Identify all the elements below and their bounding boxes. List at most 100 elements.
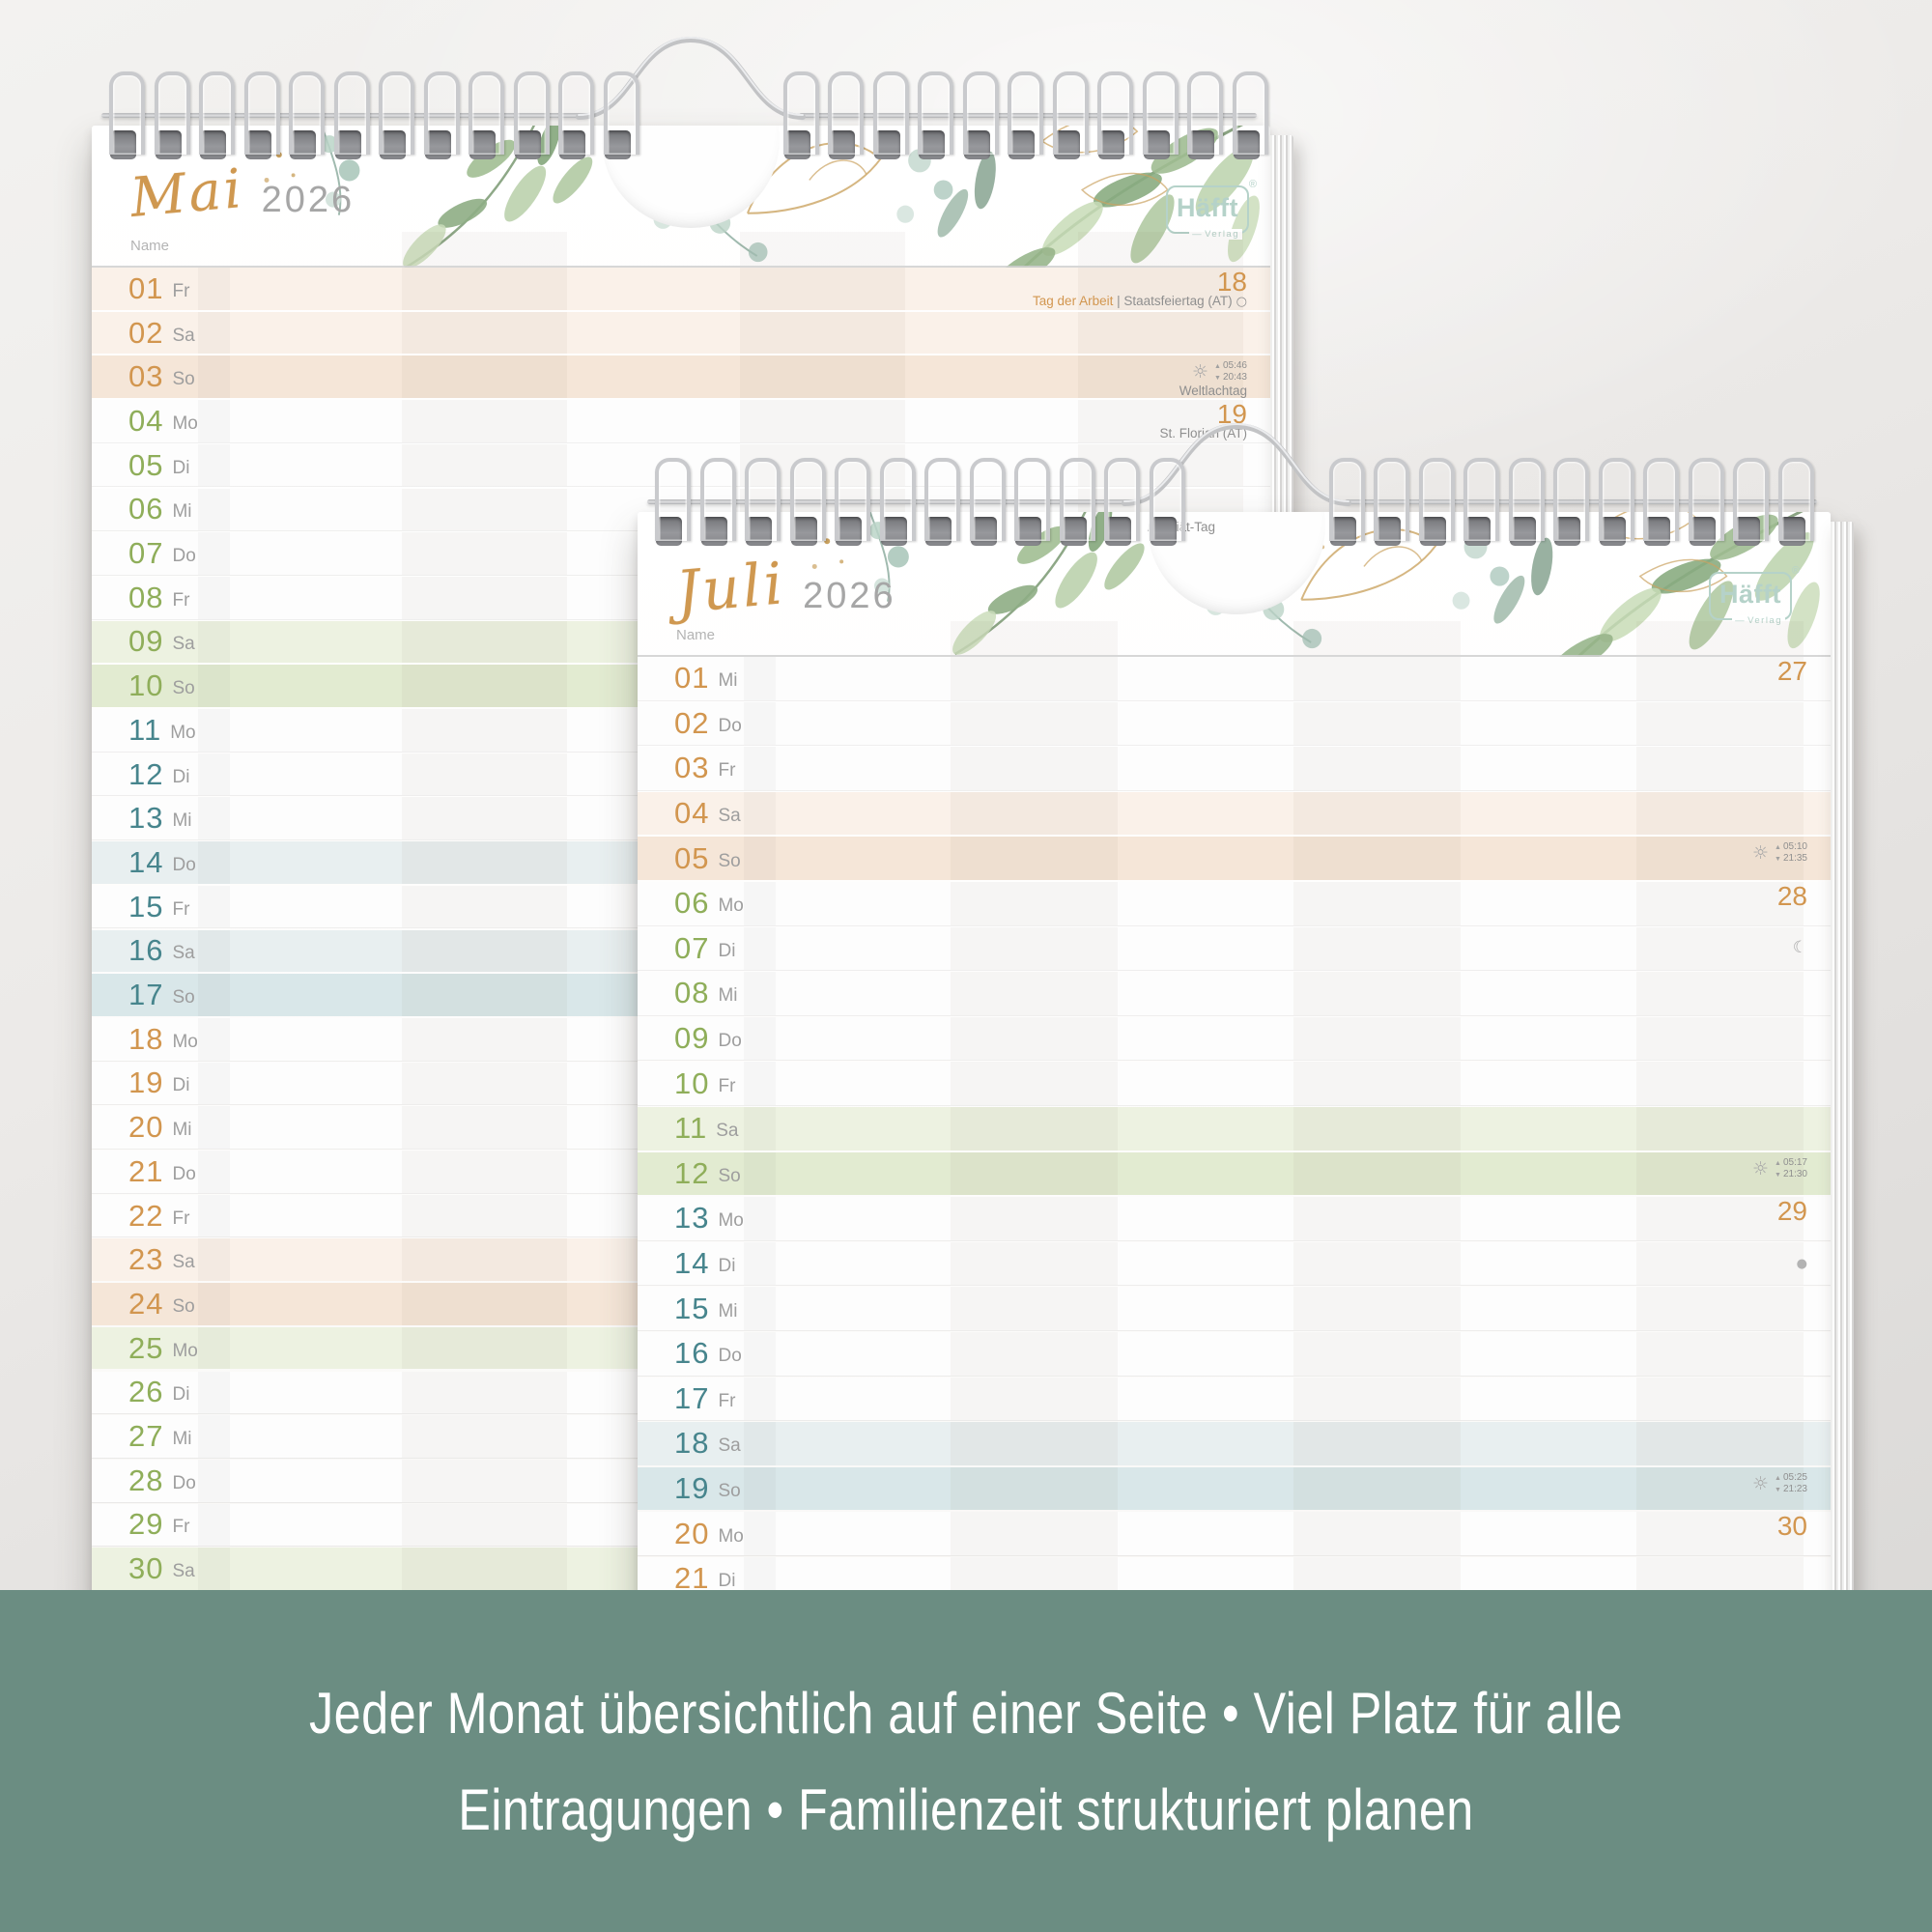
entry-cell xyxy=(950,1151,1118,1196)
date-number: 02 xyxy=(674,705,710,740)
hanger-hook-wire xyxy=(1122,422,1351,506)
entry-cell xyxy=(1635,1151,1804,1196)
day-abbreviation: Fr xyxy=(718,760,736,781)
date-number: 14 xyxy=(674,1246,710,1281)
entry-cell xyxy=(1122,1017,1290,1061)
entry-cell xyxy=(1293,1241,1461,1286)
entry-cell xyxy=(1122,1197,1290,1240)
date-number: 05 xyxy=(674,840,710,875)
entry-cell xyxy=(402,355,567,399)
entry-cell xyxy=(1464,1017,1633,1061)
sunrise-triangle-icon: ▲ xyxy=(1775,1159,1781,1167)
sticker-gutter xyxy=(198,1195,230,1237)
sticker-gutter xyxy=(198,355,230,398)
day-abbreviation: Fr xyxy=(172,1208,190,1229)
sunrise-time: ▲ 05:17 xyxy=(1775,1156,1807,1168)
entry-cell xyxy=(1293,837,1461,880)
entry-cell xyxy=(1464,1422,1633,1465)
entry-cell xyxy=(1293,1332,1461,1376)
name-header-row: Name xyxy=(638,621,1831,657)
entry-cell xyxy=(402,620,567,664)
entry-cell xyxy=(1464,1062,1633,1105)
entry-cell xyxy=(909,400,1074,442)
sticker-gutter xyxy=(198,1283,230,1325)
entry-cell xyxy=(1464,702,1633,746)
sunset-time: ▼ 21:35 xyxy=(1775,853,1807,865)
date-number: 29 xyxy=(128,1507,164,1542)
row-info: ☼ ▲ 05:25 ▼ 21:23 xyxy=(1636,1467,1807,1511)
calendar-row: 11 Sa xyxy=(638,1107,1831,1151)
day-abbreviation: Mi xyxy=(172,501,192,523)
sticker-gutter xyxy=(198,1548,230,1590)
date-grid: 01 Mi 27 02 Do 03 Fr 04 Sa 05 So ☼ ▲ 05:10 ▼ 21:35 06 Mo 2… xyxy=(638,657,1831,1613)
sticker-gutter xyxy=(198,1151,230,1193)
day-abbreviation: Mi xyxy=(718,1300,738,1321)
date-cell: 30 Sa xyxy=(128,1548,195,1590)
date-cell: 27 Mi xyxy=(128,1415,192,1458)
entry-cell xyxy=(1635,1512,1804,1555)
entry-cell xyxy=(779,792,947,836)
date-number: 01 xyxy=(128,270,164,305)
entry-cell xyxy=(233,709,398,752)
sunset-triangle-icon: ▼ xyxy=(1775,1171,1781,1179)
entry-cell xyxy=(402,576,567,619)
hanger-hook-arch xyxy=(575,32,807,124)
sunset-time: ▼ 21:30 xyxy=(1775,1168,1807,1179)
entry-cell xyxy=(1464,1512,1633,1555)
page-stack-edge xyxy=(1831,522,1854,1600)
sunset-triangle-icon: ▼ xyxy=(1775,1486,1781,1493)
day-abbreviation: So xyxy=(718,850,741,871)
spiral-loop xyxy=(1643,458,1679,541)
row-info: 28 xyxy=(1636,882,1807,925)
sticker-gutter xyxy=(198,621,230,664)
entry-cell xyxy=(1635,1287,1804,1330)
day-abbreviation: Di xyxy=(172,1384,190,1406)
calendar-paper: r Anti-Diät-Tag Juli 2026 Häfft Verlag ®… xyxy=(638,512,1831,1613)
date-cell: 07 Di xyxy=(674,927,735,971)
entry-cell xyxy=(1078,268,1243,310)
entry-cell xyxy=(233,312,398,355)
entry-cell xyxy=(1122,792,1290,836)
row-info: ● xyxy=(1636,1242,1807,1286)
spiral-loop xyxy=(1598,458,1634,541)
date-number: 04 xyxy=(128,403,164,438)
day-abbreviation: Di xyxy=(718,1256,736,1277)
calendar-row: 16 Do xyxy=(638,1332,1831,1377)
date-number: 16 xyxy=(128,933,164,968)
entry-cell xyxy=(1122,1152,1290,1196)
entry-cell xyxy=(779,1332,947,1376)
entry-cell xyxy=(1635,1466,1804,1511)
entry-cell xyxy=(1293,1287,1461,1330)
day-abbreviation: Mi xyxy=(172,810,192,832)
sunrise-time: ▲ 05:46 xyxy=(1214,360,1247,372)
sticker-gutter xyxy=(744,657,776,700)
entry-cell xyxy=(233,1548,398,1590)
entry-cell xyxy=(402,400,567,442)
date-number: 06 xyxy=(674,886,710,921)
entry-cell xyxy=(1293,657,1461,700)
entry-cell xyxy=(1464,1287,1633,1330)
date-cell: 20 Mo xyxy=(674,1512,744,1555)
date-number: 10 xyxy=(128,668,164,703)
sticker-gutter xyxy=(744,1332,776,1376)
hanger-hook-arch xyxy=(1121,418,1352,510)
spiral-loop xyxy=(1553,458,1589,541)
date-number: 11 xyxy=(674,1111,708,1146)
date-number: 25 xyxy=(128,1330,164,1365)
day-abbreviation: Do xyxy=(718,1346,742,1367)
sticker-gutter xyxy=(744,792,776,836)
day-abbreviation: Di xyxy=(172,457,190,478)
sticker-gutter xyxy=(198,268,230,310)
sticker-gutter xyxy=(198,797,230,839)
date-cell: 12 Di xyxy=(128,753,189,796)
date-cell: 20 Mi xyxy=(128,1106,192,1149)
day-abbreviation: Sa xyxy=(716,1121,739,1142)
entry-cell xyxy=(233,621,398,664)
date-cell: 24 So xyxy=(128,1283,195,1325)
header-column-block xyxy=(1464,621,1633,655)
date-number: 28 xyxy=(128,1463,164,1497)
entry-cell xyxy=(233,1195,398,1237)
sticker-gutter xyxy=(198,1504,230,1547)
date-number: 01 xyxy=(674,661,710,696)
date-cell: 15 Fr xyxy=(128,886,189,928)
